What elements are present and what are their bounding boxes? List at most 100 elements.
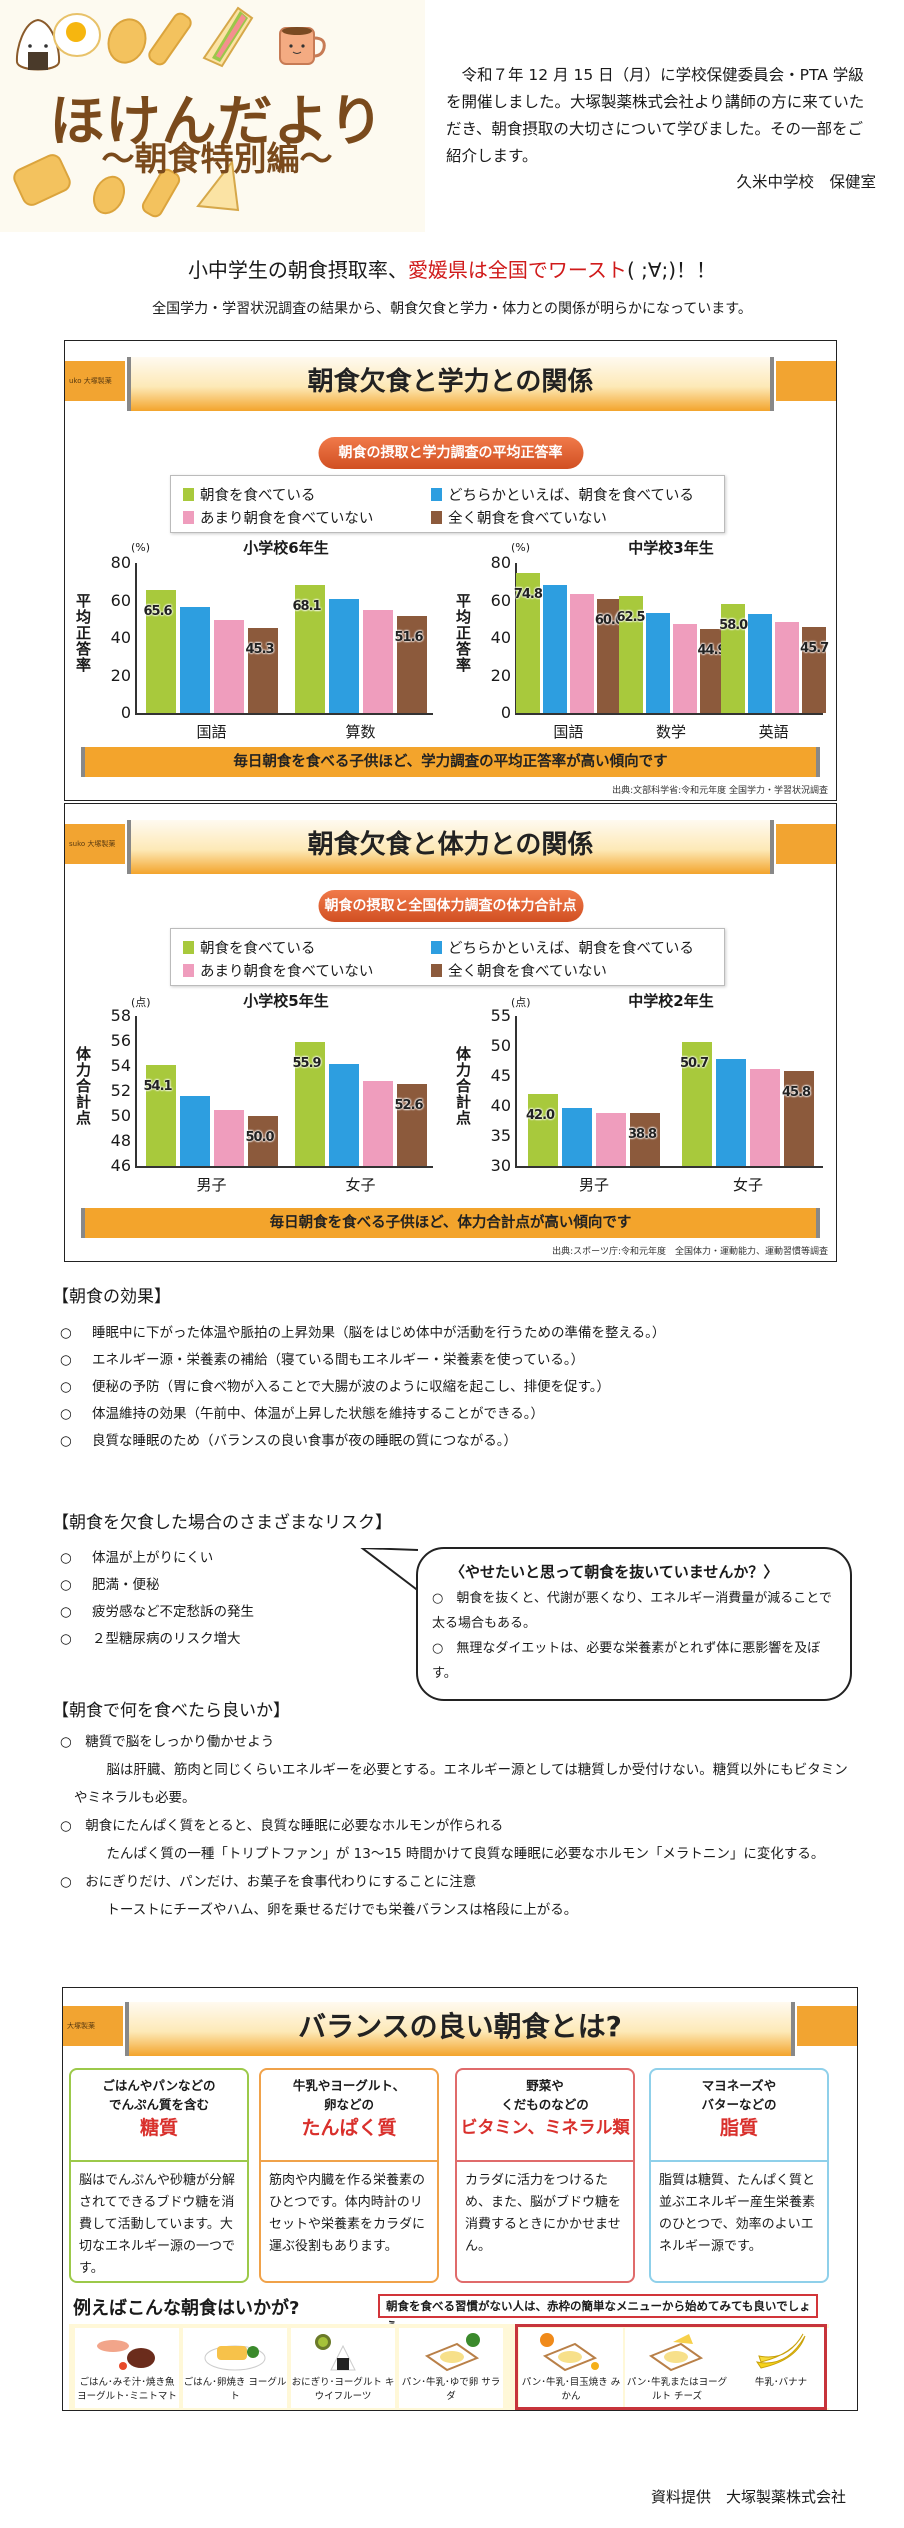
chart-elementary-5th: 小学校5年生 (点) 体力合計点 46 48 50 52 54 56 58 54.1 50.0 男子 55… [65,990,445,1200]
chart-bar [396,616,427,713]
legend-item: 全く朝食を食べていない [431,960,607,981]
y-tick: 35 [490,1126,511,1145]
bar-value-label: 45.8 [782,1085,811,1101]
bar-value-label: 50.0 [245,1130,275,1145]
y-axis-unit: (%) [131,541,151,554]
chart-bar [596,1112,626,1166]
fried-egg-icon [53,13,101,57]
cheese-icon [196,160,240,212]
bar-value-label: 74.8 [513,586,543,602]
chart-bar [645,612,670,713]
legend-swatch [183,488,194,501]
chart-bar [328,598,359,713]
y-tick: 20 [110,665,131,685]
bar-value-label: 54.1 [143,1078,173,1094]
headline-prefix: 小中学生の朝食摂取率、 [187,258,408,282]
y-tick: 55 [490,1006,511,1025]
nutrient-card-protein: 牛乳やヨーグルト、 卵などの たんぱく質 筋肉や内臓を作る栄養素のひとつです。体内時… [259,2068,439,2283]
panel-tagline: 毎日朝食を食べる子供ほど、学力調査の平均正答率が高い傾向です [81,747,820,777]
y-tick: 54 [110,1056,131,1075]
panel-banner: uko 大塚製薬 朝食欠食と学力との関係 [65,357,836,411]
chart-bar [396,1083,427,1166]
chart-bar [682,1041,712,1166]
list-item-body: たんぱく質の一種「トリプトファン」が 13～15 時間かけて良質な睡眠に必要なホ… [106,1846,825,1862]
intro-paragraph: 令和７年 12 月 15 日（月）に学校保健委員会・PTA 学級を開催しました。… [446,66,865,165]
header-illustration: ほけんだより ～朝食特別編～ [0,0,425,232]
headline-suffix: ( ;∀;)！！ [626,258,717,282]
easy-menu-frame [515,2324,827,2410]
bar-value-label: 50.7 [680,1055,709,1071]
nutrient-desc: 脂質は糖質、たんぱく質と並ぶエネルギー産生栄養素のひとつで、効率のよいエネルギー… [659,2173,816,2254]
panel-title: 朝食欠食と体力との関係 [127,820,774,874]
speech-bubble-tail [360,1548,421,1593]
chart-bar [362,1081,393,1166]
x-axis [135,1166,433,1168]
x-category-label: 数学 [655,723,686,741]
legend-item: どちらかといえば、朝食を食べている [431,484,694,505]
chart-junior-high-3rd: 中学校3年生 (%) 平均正答率 0 20 40 60 80 74.8 60.6 国語 62.5 44.… [445,537,835,747]
legend-swatch [431,941,442,954]
chart-bar [179,1096,210,1166]
newsletter-subtitle: ～朝食特別編～ [101,139,333,178]
y-tick: 50 [110,1106,131,1125]
list-item: ○ 疲労感など不定愁訴の発生 [60,1604,254,1620]
material-credit: 資料提供 大塚製薬株式会社 [650,2488,846,2506]
chart-bar [596,599,621,713]
panel-title: バランスの良い朝食とは? [125,2002,795,2056]
list-item: ○ 体温維持の効果（午前中、体温が上昇した状態を維持することができる。） [60,1406,544,1422]
chart-bar [721,604,746,713]
y-tick: 40 [490,628,511,647]
legend-swatch [431,511,442,524]
chart-subtitle-pill: 朝食の摂取と全国体力調査の体力合計点 [318,890,583,922]
chart-title: 小学校5年生 [243,992,329,1010]
chart-title: 中学校3年生 [628,539,714,557]
source-note: 出典:スポーツ庁:令和元年度 全国体力・運動能力、運動習慣等調査 [552,1247,828,1257]
bubble-item: ○ 無理なダイエットは、必要な栄養素がとれず体に悪影響を及ぼす。 [432,1641,821,1681]
x-category-label: 国語 [196,723,227,741]
nutrient-desc: 筋肉や内臓を作る栄養素のひとつです。体内時計のリセットや栄養素をカラダに運ぶ役割… [269,2173,426,2254]
chart-subtitle-pill: 朝食の摂取と学力調査の平均正答率 [318,437,583,469]
chart-bar [528,1094,558,1166]
list-item: ○ エネルギー源・栄養素の補給（寝ている間もエネルギー・栄養素を使っている。） [60,1352,585,1368]
bar-value-label: 60.6 [594,613,624,629]
nutrient-name: ビタミン、ミネラル類 [460,2118,630,2138]
y-axis-unit: (%) [511,541,531,554]
legend-swatch [183,941,194,954]
bar-value-label: 55.9 [292,1056,322,1072]
panel-title: 朝食欠食と学力との関係 [127,357,774,411]
meal-item: パン･牛乳･ゆで卵 サラダ [399,2328,503,2408]
list-item-head: ○ おにぎりだけ、パンだけ、お菓子を食事代わりにすることに注意 [60,1874,477,1890]
chart-bar [784,1071,814,1166]
cracker-icon [145,9,195,69]
nutrient-card-vitamins: 野菜や くだものなどの ビタミン、ミネラル類 カラダに活力をつけるため、また、脳がブ… [455,2068,635,2283]
list-item-body: 脳は肝臓、筋肉と同じくらいエネルギーを必要とする。エネルギー源としては糖質しか受… [74,1762,848,1806]
x-category-label: 算数 [345,723,376,741]
meal-item: パン･牛乳またはヨーグルト チーズ [625,2328,729,2408]
y-tick: 48 [110,1131,131,1150]
chart-bar [569,593,594,713]
bar-value-label: 42.0 [526,1108,555,1123]
list-item: ○ 便秘の予防（胃に食べ物が入ることで大腸が波のように収縮を起こし、排便を促す。） [60,1379,610,1395]
x-axis [135,713,433,715]
tamagoyaki-meal-icon [204,2345,266,2371]
chart-bar [179,607,210,713]
x-category-label: 国語 [553,723,584,741]
chart-bar [802,627,827,713]
chart-bar [145,1064,176,1166]
headline-highlight: 愛媛県は全国でワースト [407,258,627,282]
list-item: ○ 睡眠中に下がった体温や脈拍の上昇効果（脳をはじめ体中が活動を行うための準備を整… [60,1325,666,1341]
chart-bar [618,595,643,713]
mug-icon [279,27,326,65]
y-axis [135,563,137,713]
chart-legend: 朝食を食べている どちらかといえば、朝食を食べている あまり朝食を食べていない … [170,928,725,986]
y-axis [515,1016,517,1166]
bubble-title: 〈やせたいと思って朝食を抜いていませんか？〉 [450,1563,779,1581]
example-title: 例えばこんな朝食はいかが? [73,2298,300,2319]
chart-legend: 朝食を食べている どちらかといえば、朝食を食べている あまり朝食を食べていない … [170,475,725,533]
y-axis-label: 体力合計点 [454,1046,472,1126]
y-tick: 40 [490,1096,511,1115]
bar-value-label: 58.0 [719,618,748,634]
newsletter-title: ほけんだより [49,89,385,153]
chart-title: 小学校6年生 [243,539,329,557]
section-title-risks: 【朝食を欠食した場合のさまざまなリスク】 [52,1513,392,1533]
